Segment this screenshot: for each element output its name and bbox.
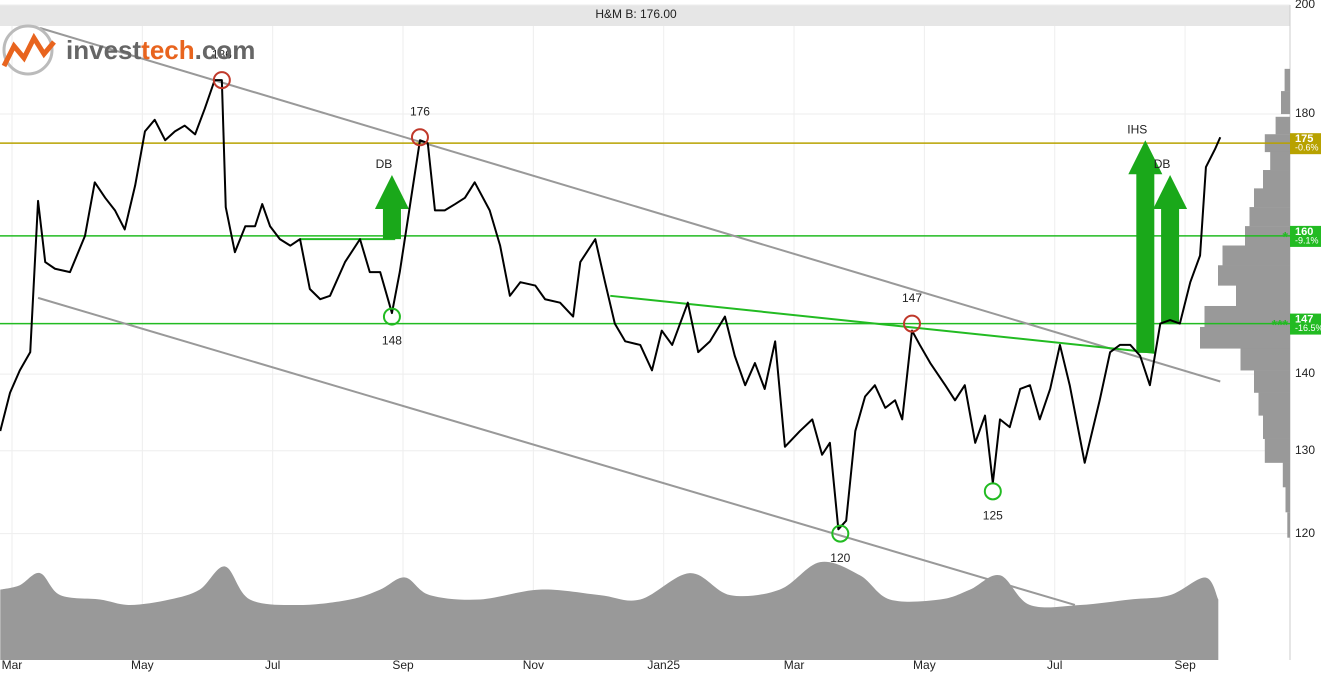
trend-line xyxy=(37,296,1076,606)
y-tick-label: 200 xyxy=(1295,0,1315,11)
y-tick-label: 130 xyxy=(1295,443,1315,457)
extreme-marker xyxy=(382,307,401,326)
extreme-marker xyxy=(212,71,231,90)
pattern-arrow xyxy=(1153,174,1188,324)
level-value: 147 xyxy=(1295,313,1313,325)
extreme-label: 148 xyxy=(382,334,402,348)
extreme-label: 125 xyxy=(983,509,1003,523)
x-tick-label: Mar xyxy=(2,658,23,672)
level-change: -16.5% xyxy=(1295,323,1321,333)
price-volume-bar xyxy=(1200,326,1290,349)
y-tick-label: 120 xyxy=(1295,526,1315,540)
trend-line xyxy=(610,294,1156,354)
price-volume-bar xyxy=(1287,512,1290,538)
chart-title: H&M B: 176.00 xyxy=(595,7,677,21)
extreme-label: 120 xyxy=(830,551,850,565)
pattern-arrow xyxy=(374,174,409,240)
x-tick-label: May xyxy=(131,658,154,672)
level-stars: *** xyxy=(1272,316,1289,332)
price-volume-bar xyxy=(1222,245,1290,266)
price-volume-bar xyxy=(1284,68,1290,92)
logo-part: invest xyxy=(66,35,141,65)
price-volume-bar xyxy=(1218,265,1290,286)
extreme-label: 186 xyxy=(212,47,232,61)
x-tick-label: Jul xyxy=(265,658,280,672)
x-tick-label: Mar xyxy=(784,658,805,672)
level-label-box xyxy=(1290,313,1321,335)
level-value: 160 xyxy=(1295,226,1313,238)
price-volume-bar xyxy=(1263,415,1290,439)
price-volume-bar xyxy=(1281,91,1290,115)
title-bar xyxy=(0,5,1290,26)
level-label-box xyxy=(1290,133,1321,155)
logo: investtech.com xyxy=(1,24,255,76)
x-tick-label: Sep xyxy=(1174,658,1196,672)
level-change: -9.1% xyxy=(1295,235,1319,245)
logo-zigzag xyxy=(1,32,56,68)
x-tick-label: Jan25 xyxy=(647,658,680,672)
pattern-arrow xyxy=(1128,140,1163,353)
price-volume-bar xyxy=(1264,438,1290,463)
price-volume-bar xyxy=(1270,151,1290,171)
price-volume-bar xyxy=(1254,188,1290,208)
extreme-marker xyxy=(983,482,1002,501)
logo-part: .com xyxy=(195,35,256,65)
logo-text: investtech.com xyxy=(66,35,255,65)
pattern-label: DB xyxy=(376,157,393,171)
price-volume-bar xyxy=(1263,170,1290,189)
extreme-marker xyxy=(410,128,429,147)
logo-ring xyxy=(2,24,54,76)
y-tick-label: 180 xyxy=(1295,106,1315,120)
price-volume-bar xyxy=(1254,370,1290,393)
x-tick-label: Jul xyxy=(1047,658,1062,672)
pattern-label: DB xyxy=(1154,157,1171,171)
trend-line xyxy=(39,27,1221,383)
price-volume-bar xyxy=(1249,207,1290,227)
x-tick-label: May xyxy=(913,658,936,672)
price-volume-bar xyxy=(1275,116,1290,135)
volume-area xyxy=(0,561,1219,660)
price-volume-bar xyxy=(1258,392,1290,416)
x-tick-label: Sep xyxy=(392,658,414,672)
price-volume-bar xyxy=(1285,486,1290,513)
extreme-marker xyxy=(831,524,850,543)
extreme-marker xyxy=(903,314,922,333)
level-label-box xyxy=(1290,225,1321,247)
price-line xyxy=(0,79,1222,531)
price-volume-bar xyxy=(1236,285,1290,307)
pattern-label: IHS xyxy=(1127,122,1147,136)
x-tick-label: Nov xyxy=(523,658,544,672)
y-tick-label: 140 xyxy=(1295,366,1315,380)
price-volume-bar xyxy=(1282,462,1290,488)
level-change: -0.6% xyxy=(1295,143,1319,153)
extreme-label: 176 xyxy=(410,104,430,118)
level-stars: * xyxy=(1283,229,1289,245)
level-value: 175 xyxy=(1295,133,1313,145)
logo-part: tech xyxy=(141,35,194,65)
price-volume-bar xyxy=(1204,305,1290,328)
price-volume-bar xyxy=(1240,348,1290,371)
extreme-label: 147 xyxy=(902,291,922,305)
